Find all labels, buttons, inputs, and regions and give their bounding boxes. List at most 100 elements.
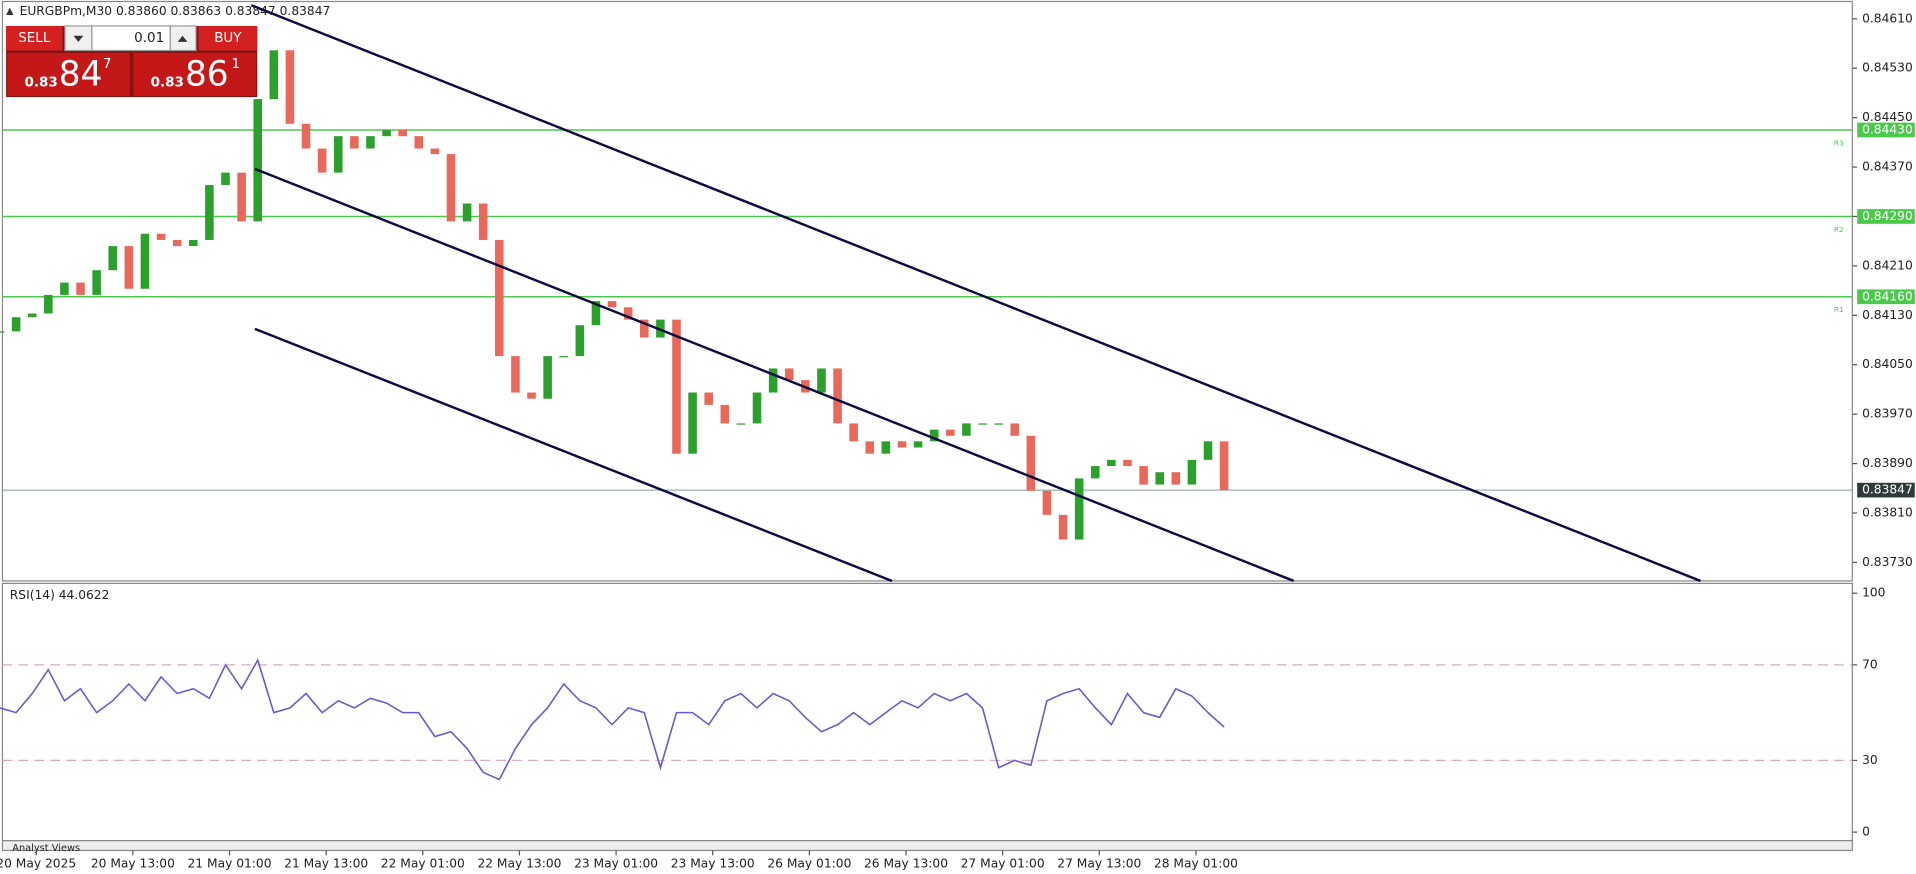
- down-arrow: [73, 35, 84, 42]
- x-tick-label: 20 May 2025: [0, 856, 76, 870]
- y-tick-label: 0.83810: [1862, 505, 1913, 519]
- candle: [1042, 490, 1052, 515]
- x-tick-label: 21 May 13:00: [284, 856, 368, 870]
- y-tick-label: 0.83970: [1862, 407, 1913, 421]
- candle: [44, 294, 53, 314]
- level-label-box: [1857, 122, 1915, 138]
- lot-input[interactable]: [91, 25, 171, 52]
- candle: [92, 270, 101, 295]
- candle: [527, 392, 536, 399]
- candle: [221, 172, 230, 185]
- trendline: [254, 327, 893, 583]
- symbol-header: EURGBPm,M30 0.83860 0.83863 0.83847 0.83…: [20, 4, 331, 18]
- candle: [60, 282, 69, 295]
- level-label-box: [1857, 209, 1915, 224]
- candle: [11, 317, 21, 332]
- candle: [317, 148, 327, 173]
- candle: [253, 99, 262, 222]
- candle: [430, 148, 440, 155]
- y-tick-label: 0.84530: [1862, 61, 1913, 75]
- candle: [817, 368, 826, 393]
- candle: [881, 441, 891, 454]
- candle: [913, 441, 923, 448]
- x-tick-label: 23 May 13:00: [671, 856, 755, 870]
- candle: [720, 404, 730, 424]
- x-tick-label: 20 May 13:00: [91, 856, 175, 870]
- ask-big: 86: [185, 55, 229, 95]
- buy-button[interactable]: [198, 25, 258, 51]
- candle: [1090, 466, 1100, 479]
- level-label: 0.84160: [1862, 289, 1913, 303]
- price-panel-frame: [1, 0, 1853, 582]
- candle: [752, 392, 762, 424]
- x-tick-label: 22 May 13:00: [477, 856, 561, 870]
- candle: [897, 441, 907, 448]
- candle: [414, 136, 424, 149]
- y-tick-label: 0.84210: [1862, 258, 1913, 272]
- candle: [382, 129, 391, 137]
- y-tick-label: 0.83890: [1862, 456, 1913, 470]
- candle: [1171, 472, 1181, 485]
- candle: [639, 319, 649, 338]
- sell-button[interactable]: [6, 25, 63, 51]
- trendline: [254, 167, 1295, 583]
- rsi-tick-label: 70: [1862, 657, 1878, 671]
- candle: [366, 136, 375, 149]
- candle: [672, 319, 681, 454]
- ask-sup: 1: [232, 56, 241, 72]
- candle: [1187, 459, 1197, 485]
- candle: [205, 184, 214, 240]
- candle: [688, 392, 697, 454]
- x-tick-label: 27 May 01:00: [961, 856, 1045, 870]
- y-tick-label: 0.83730: [1862, 555, 1913, 569]
- candle: [704, 392, 713, 405]
- x-tick-label: 21 May 01:00: [188, 856, 272, 870]
- ask-box[interactable]: [133, 52, 257, 96]
- candle: [172, 239, 182, 247]
- candle: [27, 313, 37, 318]
- candle: [978, 423, 987, 425]
- candle: [946, 429, 955, 436]
- candle: [591, 301, 601, 326]
- y-tick-label: 0.84450: [1862, 110, 1913, 124]
- y-tick-label: 0.84370: [1862, 160, 1913, 174]
- candle: [865, 441, 875, 454]
- collapse-icon[interactable]: [6, 7, 14, 15]
- candle: [962, 423, 971, 436]
- candle: [1203, 441, 1213, 460]
- candle: [607, 301, 617, 308]
- candle: [736, 423, 746, 425]
- candle: [398, 129, 407, 137]
- candle: [1010, 423, 1020, 436]
- candle: [543, 356, 552, 399]
- x-tick-label: 28 May 01:00: [1154, 856, 1238, 870]
- candle: [495, 239, 504, 357]
- candle: [237, 172, 246, 222]
- level-tag: R1: [1834, 305, 1844, 314]
- candle: [1074, 478, 1084, 540]
- rsi-tick-label: 0: [1862, 825, 1870, 839]
- bid-sup: 7: [103, 56, 112, 72]
- candle: [350, 136, 359, 149]
- lot-value: 0.01: [134, 30, 164, 46]
- candle: [446, 154, 456, 222]
- bid-box[interactable]: [7, 52, 130, 96]
- candle: [301, 123, 311, 149]
- candle: [994, 423, 1003, 425]
- analyst-views[interactable]: Analyst Views: [12, 843, 80, 854]
- x-tick-label: 23 May 01:00: [574, 856, 658, 870]
- candle: [833, 368, 842, 424]
- x-tick-label: 26 May 13:00: [864, 856, 948, 870]
- bid-big: 84: [59, 55, 103, 95]
- level-tag: R3: [1834, 138, 1844, 147]
- rsi-line: [0, 658, 1225, 781]
- candle: [768, 368, 778, 393]
- candle: [929, 429, 939, 442]
- plots: 0.84610 0.84530 0.84450 0.84370 0.84290 0.842…: [0, 4, 1915, 870]
- level-label: 0.84290: [1862, 209, 1913, 223]
- candle: [1058, 514, 1068, 540]
- rsi-tick-label: 30: [1862, 753, 1878, 767]
- candle: [140, 233, 150, 289]
- y-tick-label: 0.84610: [1862, 11, 1913, 25]
- candle: [478, 203, 488, 240]
